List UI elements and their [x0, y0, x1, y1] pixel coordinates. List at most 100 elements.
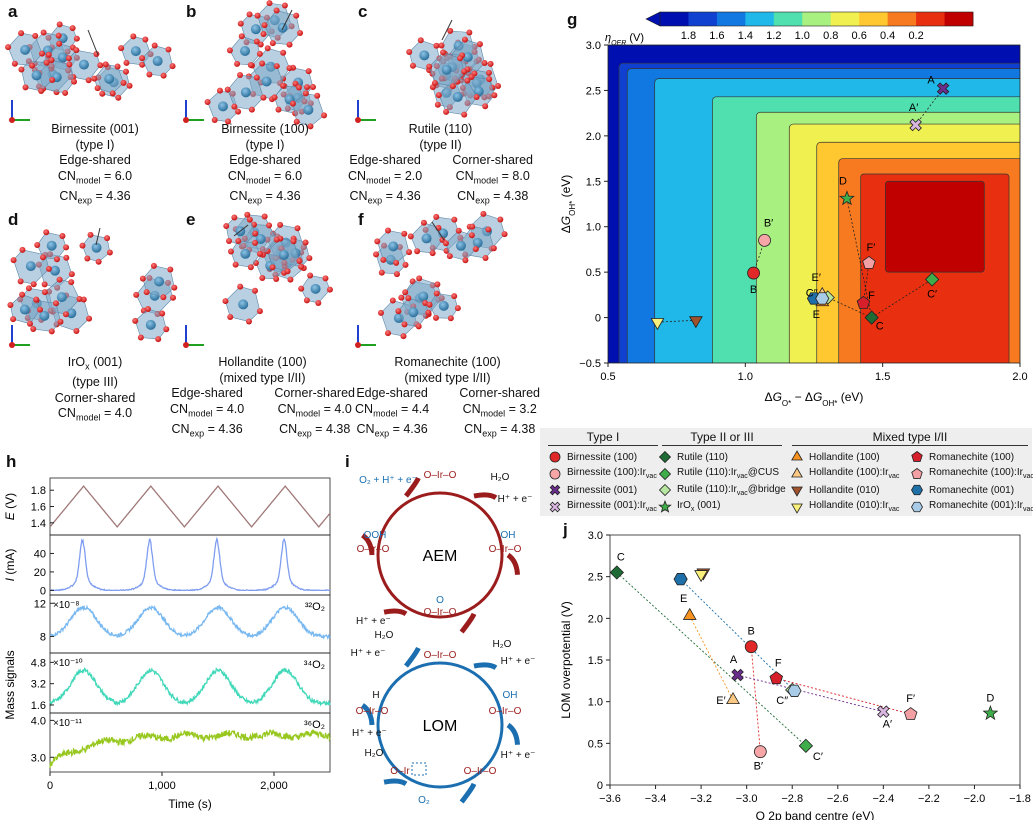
oxygen-atom [322, 275, 329, 282]
point-label: F [775, 657, 782, 669]
oxygen-atom [462, 257, 469, 264]
crystal-structures [5, 0, 508, 348]
oxygen-atom [374, 238, 381, 245]
species-label: OOH [364, 530, 387, 541]
colorbar-segment [660, 12, 689, 26]
oxygen-atom [80, 296, 87, 303]
oxygen-atom [223, 223, 230, 230]
oxygen-atom [269, 40, 276, 47]
y-axis-label: LOM overpotential (V) [559, 601, 573, 718]
oxygen-atom [52, 300, 59, 307]
species-label: O–Ir–O [489, 706, 522, 717]
oxygen-atom [73, 328, 80, 335]
oxygen-atom [34, 242, 41, 249]
legend-label: Hollandite (010):Irvac [809, 500, 900, 513]
oxygen-atom [102, 61, 109, 68]
point-label: D [986, 692, 994, 704]
oxygen-atom [139, 275, 146, 282]
oxygen-atom [216, 87, 223, 94]
iridium-atom [473, 86, 484, 97]
structure-b [204, 0, 328, 130]
oxygen-atom [302, 90, 309, 97]
pair-connector [863, 263, 870, 304]
x-tick-label: −1.8 [1009, 793, 1031, 805]
legend-item: Birnessite (100):Irvac [548, 467, 657, 481]
point-label: C [617, 552, 625, 564]
oxygen-atom [18, 30, 25, 37]
x-tick-label: −2.2 [918, 793, 940, 805]
plot-frame [607, 44, 1021, 364]
point-label: B [748, 626, 755, 638]
oxygen-atom [145, 306, 152, 313]
oxygen-atom [244, 211, 251, 218]
oxygen-atom [227, 248, 234, 255]
data-point [769, 671, 784, 685]
oxygen-atom [289, 100, 296, 107]
x-axis-label: Time (s) [168, 797, 212, 811]
species-label: ³²O₂ [305, 601, 325, 613]
point-label: A′ [883, 719, 892, 731]
lom-scatter-plot: −3.6 −3.4 −3.2 −3.0 −2.8 −2.6 −2.4 −2.2 −2.0 −1.8… [559, 530, 1031, 820]
legend-item: Hollandite (010):Irvac [790, 500, 899, 514]
aem-cycle: AEM [360, 476, 520, 634]
caption-a: Birnessite (001) (type I) Edge-shared CN… [20, 122, 170, 209]
point-label: A′ [909, 102, 918, 114]
iridium-atom [56, 292, 67, 303]
oxygen-atom [226, 238, 233, 245]
reaction-arrow [459, 612, 477, 634]
oxygen-atom [486, 76, 493, 83]
oxygen-atom [385, 227, 392, 234]
oxygen-atom [297, 30, 304, 37]
data-point [753, 745, 767, 759]
oxygen-atom [254, 12, 261, 19]
legend-label: Birnessite (001) [567, 484, 638, 496]
oxygen-atom [275, 106, 282, 113]
oxygen-atom [306, 255, 313, 262]
legend-marker [549, 501, 561, 512]
oxygen-atom [304, 84, 311, 91]
iridium-atom [49, 265, 60, 276]
oxygen-atom [139, 55, 146, 62]
legend-marker [911, 501, 923, 512]
oxygen-atom [468, 232, 475, 239]
oxygen-atom [27, 320, 34, 327]
species-label: O₂ [418, 795, 430, 806]
species-label: O [436, 595, 444, 606]
oxygen-atom [280, 82, 287, 89]
x-axis-label: O 2p band centre (eV) [756, 809, 875, 820]
iridium-atom [240, 87, 251, 98]
iridium-atom [278, 249, 289, 260]
oxygen-atom [305, 68, 312, 75]
oxygen-atom [211, 117, 218, 124]
oxygen-atom [18, 66, 25, 73]
species-label: ³⁴O₂ [304, 659, 325, 671]
oxygen-atom [464, 77, 471, 84]
data-point [815, 292, 830, 305]
reaction-arrow [506, 722, 520, 746]
signal-trace [49, 485, 331, 528]
oxygen-atom [143, 289, 150, 296]
legend-label: Romanechite (100):Irvac [929, 467, 1033, 480]
oxygen-atom [389, 297, 396, 304]
iridium-atom [104, 73, 115, 84]
oxygen-atom [248, 106, 255, 113]
oxygen-atom [252, 239, 259, 246]
oxygen-atom [63, 254, 70, 261]
y-tick-label: 2.5 [586, 85, 601, 97]
legend-item: Rutile (110):Irvac@bridge [658, 483, 786, 497]
oxygen-atom [281, 2, 288, 9]
oxygen-atom [48, 328, 55, 335]
iridium-atom [154, 276, 165, 287]
legend-marker [658, 467, 672, 480]
species-label: OH [503, 690, 518, 701]
oxygen-atom [384, 330, 391, 337]
oxygen-atom [97, 62, 104, 69]
oxygen-atom [247, 61, 254, 68]
iridium-atom [91, 242, 102, 253]
oxygen-atom [393, 271, 400, 278]
oxygen-atom [407, 233, 414, 240]
data-point [877, 705, 890, 718]
oxygen-atom [266, 0, 273, 7]
